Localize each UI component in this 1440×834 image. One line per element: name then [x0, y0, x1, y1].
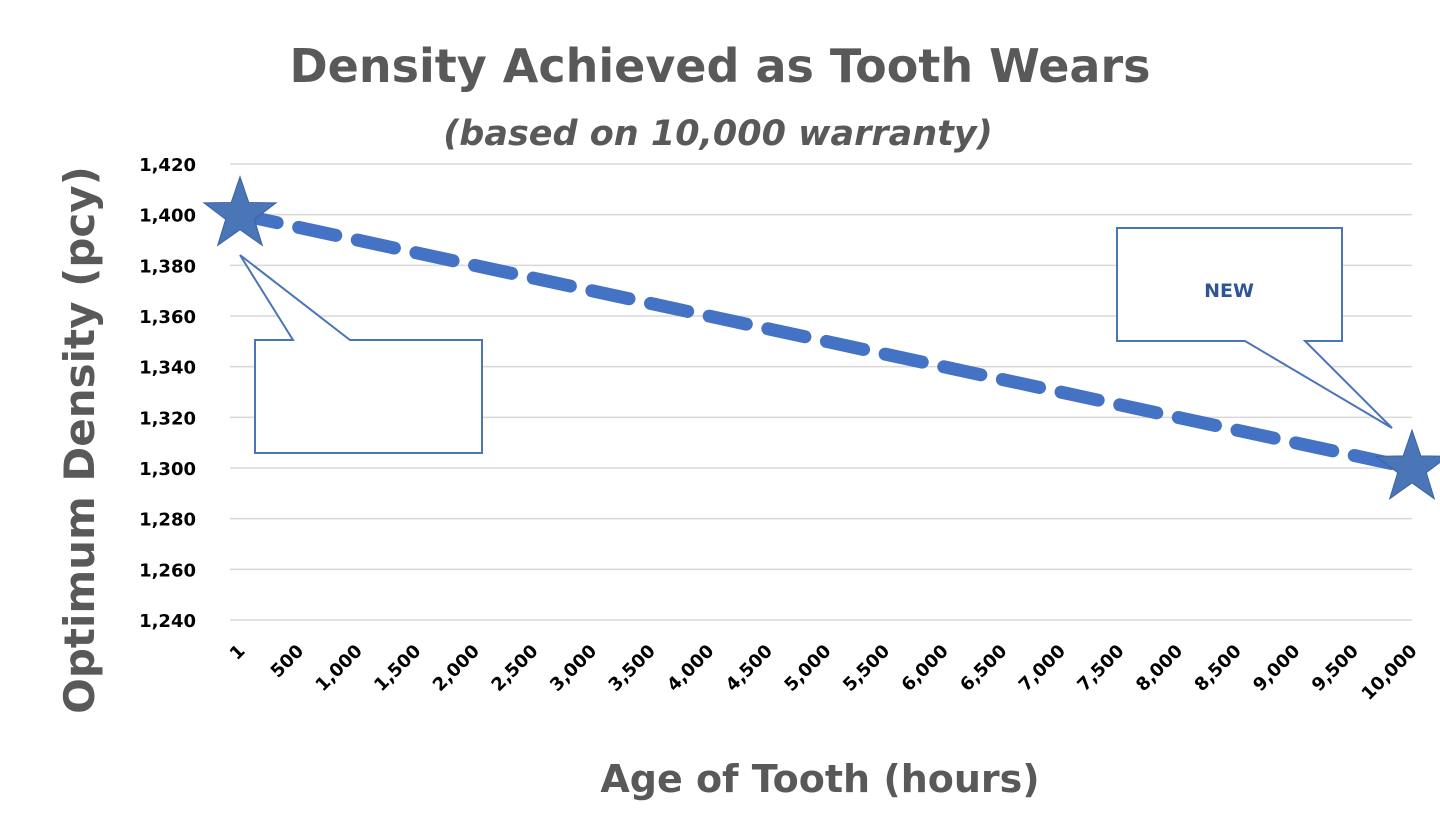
x-tick-label: 9,500	[1308, 641, 1363, 696]
callout-new	[1116, 227, 1393, 429]
x-axis-title: Age of Tooth (hours)	[600, 757, 1039, 801]
x-tick-label: 9,000	[1249, 641, 1304, 696]
star-marker	[202, 175, 278, 247]
x-tick-label: 2,500	[487, 641, 542, 696]
x-tick-label: 1,500	[370, 641, 425, 696]
x-tick-label: 1	[226, 641, 250, 665]
y-axis-ticks: 1,420 1,400 1,380 1,360 1,340 1,320 1,300 1,280…	[139, 155, 196, 632]
y-tick-label: 1,420	[139, 155, 196, 176]
x-tick-label: 4,500	[722, 641, 777, 696]
y-tick-label: 1,340	[139, 358, 196, 379]
x-tick-label: 8,000	[1132, 641, 1187, 696]
x-tick-label: 7,000	[1015, 641, 1070, 696]
star-marker	[1374, 428, 1440, 500]
y-tick-label: 1,320	[139, 408, 196, 429]
y-tick-label: 1,300	[139, 459, 196, 480]
x-tick-label: 8,500	[1191, 641, 1246, 696]
callout-left	[239, 254, 483, 454]
series-path	[233, 208, 1419, 475]
y-tick-label: 1,240	[139, 611, 196, 632]
x-tick-label: 5,500	[839, 641, 894, 696]
x-axis-ticks: 1 500 1,000 1,500 2,000 2,500 3,000 3,500 4,000 4…	[226, 641, 1422, 705]
chart-subtitle: (based on 10,000 warranty)	[443, 114, 992, 154]
x-tick-label: 3,000	[546, 641, 601, 696]
x-tick-label: 500	[267, 641, 308, 682]
chart-title: Density Achieved as Tooth Wears	[289, 39, 1150, 93]
y-tick-label: 1,360	[139, 307, 196, 328]
star-markers	[202, 175, 1440, 500]
y-tick-label: 1,380	[139, 256, 196, 277]
y-tick-label: 1,400	[139, 206, 196, 227]
x-tick-label: 10,000	[1358, 641, 1422, 705]
series-line	[233, 208, 1419, 475]
x-tick-label: 6,000	[898, 641, 953, 696]
callouts: NEW	[239, 227, 1393, 454]
y-tick-label: 1,280	[139, 510, 196, 531]
x-tick-label: 4,000	[663, 641, 718, 696]
x-tick-label: 6,500	[956, 641, 1011, 696]
x-tick-label: 3,500	[605, 641, 660, 696]
callout-new-text: NEW	[1204, 280, 1254, 302]
y-tick-label: 1,260	[139, 560, 196, 581]
x-tick-label: 2,000	[429, 641, 484, 696]
x-tick-label: 7,500	[1073, 641, 1128, 696]
x-tick-label: 1,000	[312, 641, 367, 696]
x-tick-label: 5,000	[780, 641, 835, 696]
y-axis-title: Optimum Density (pcy)	[55, 166, 104, 714]
